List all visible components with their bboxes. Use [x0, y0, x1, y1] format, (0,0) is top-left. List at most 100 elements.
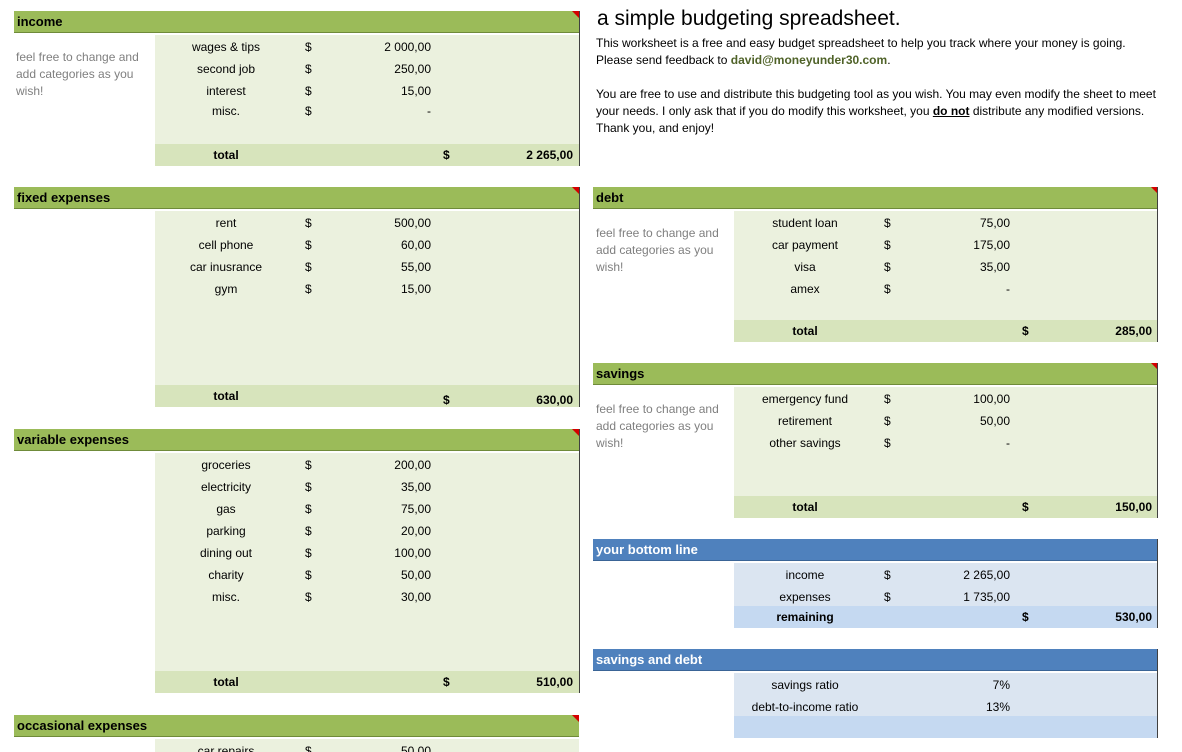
ratio-row[interactable]: savings ratio 7% [734, 674, 1158, 696]
savings-header[interactable]: savings [593, 363, 1158, 385]
variable-row[interactable]: groceries $200,00 [155, 454, 579, 476]
currency-symbol: $ [305, 546, 312, 560]
currency-symbol: $ [305, 480, 312, 494]
savings-row[interactable]: other savings $ - [734, 432, 1158, 454]
variable-row[interactable]: gas $75,00 [155, 498, 579, 520]
currency-symbol: $ [305, 40, 312, 54]
debt-total-row[interactable]: total $ 285,00 [734, 320, 1158, 342]
currency-symbol: $ [884, 392, 891, 406]
row-value: 15,00 [400, 282, 431, 296]
income-title: income [17, 14, 63, 29]
feedback-email-link[interactable]: david@moneyunder30.com [730, 53, 888, 67]
debt-row[interactable]: student loan $75,00 [734, 212, 1158, 234]
variable-row[interactable]: dining out $100,00 [155, 542, 579, 564]
debt-section: debt feel free to change and add categor… [593, 187, 1158, 342]
currency-symbol: $ [1022, 500, 1029, 514]
debt-row[interactable]: car payment $175,00 [734, 234, 1158, 256]
ratio-row[interactable]: debt-to-income ratio 13% [734, 696, 1158, 718]
variable-row[interactable]: misc. $30,00 [155, 586, 579, 608]
income-row[interactable]: second job $250,00 [155, 58, 579, 80]
row-value: 13% [985, 700, 1010, 714]
income-total-row[interactable]: total $ 2 265,00 [155, 144, 579, 166]
row-label: expenses [779, 590, 831, 604]
total-value: 150,00 [1115, 500, 1152, 514]
currency-symbol: $ [443, 675, 450, 689]
fixed-row[interactable]: cell phone $60,00 [155, 234, 579, 256]
row-label: amex [790, 282, 820, 296]
currency-symbol: $ [305, 216, 312, 230]
row-label: rent [215, 216, 237, 230]
intro-p2-end: distribute any modified versions. Thank … [596, 104, 1145, 135]
comment-marker-icon[interactable] [572, 715, 579, 722]
variable-expenses-header[interactable]: variable expenses [14, 429, 579, 451]
section-border [1157, 539, 1158, 628]
variable-expenses-total-row[interactable]: total $ 510,00 [155, 671, 579, 693]
income-row[interactable]: wages & tips $2 000,00 [155, 36, 579, 58]
occasional-expenses-section: occasional expenses car repairs $50,00 [14, 715, 579, 752]
currency-symbol: $ [443, 393, 450, 407]
comment-marker-icon[interactable] [572, 187, 579, 194]
savings-row[interactable]: emergency fund $100,00 [734, 388, 1158, 410]
fixed-row[interactable]: car inusrance $55,00 [155, 256, 579, 278]
comment-marker-icon[interactable] [572, 11, 579, 18]
currency-symbol: $ [305, 260, 312, 274]
occasional-expenses-panel: car repairs $50,00 [155, 739, 579, 752]
fixed-row[interactable]: rent $500,00 [155, 212, 579, 234]
total-value: 285,00 [1115, 324, 1152, 338]
currency-symbol: $ [884, 590, 891, 604]
fixed-row[interactable]: gym $15,00 [155, 278, 579, 300]
occasional-expenses-title: occasional expenses [17, 718, 148, 733]
remaining-label: remaining [776, 610, 834, 624]
income-header[interactable]: income [14, 11, 579, 33]
fixed-expenses-header[interactable]: fixed expenses [14, 187, 579, 209]
section-border [579, 187, 580, 407]
savings-row[interactable]: retirement $50,00 [734, 410, 1158, 432]
remaining-row[interactable]: remaining $ 530,00 [734, 606, 1158, 628]
currency-symbol: $ [305, 104, 312, 118]
ratios-footer-row[interactable] [734, 716, 1158, 738]
variable-row[interactable]: parking $20,00 [155, 520, 579, 542]
occasional-row[interactable]: car repairs $50,00 [155, 740, 579, 752]
debt-header[interactable]: debt [593, 187, 1158, 209]
row-value: 35,00 [400, 480, 431, 494]
row-value: 30,00 [400, 590, 431, 604]
debt-panel: student loan $75,00 car payment $175,00 vi… [734, 211, 1158, 320]
total-value: 2 265,00 [526, 148, 573, 162]
row-label: income [785, 568, 825, 582]
currency-symbol: $ [305, 84, 312, 98]
bottom-line-row[interactable]: income $2 265,00 [734, 564, 1158, 586]
income-row[interactable]: misc. $ - [155, 100, 579, 122]
variable-row[interactable]: charity $50,00 [155, 564, 579, 586]
bottom-line-row[interactable]: expenses $1 735,00 [734, 586, 1158, 608]
total-label: total [213, 389, 239, 403]
row-value: - [427, 104, 431, 118]
row-label: other savings [769, 436, 841, 450]
comment-marker-icon[interactable] [1151, 363, 1158, 370]
debt-row[interactable]: visa $35,00 [734, 256, 1158, 278]
row-label: interest [206, 84, 246, 98]
variable-row[interactable]: electricity $35,00 [155, 476, 579, 498]
row-label: wages & tips [191, 40, 261, 54]
row-value: - [1006, 282, 1010, 296]
income-row[interactable]: interest $15,00 [155, 80, 579, 102]
savings-total-row[interactable]: total $ 150,00 [734, 496, 1158, 518]
row-value: 100,00 [973, 392, 1010, 406]
row-value: 50,00 [979, 414, 1010, 428]
currency-symbol: $ [305, 458, 312, 472]
debt-row[interactable]: amex $ - [734, 278, 1158, 300]
intro-paragraph-2: You are free to use and distribute this … [596, 86, 1156, 137]
comment-marker-icon[interactable] [572, 429, 579, 436]
bottom-line-panel: income $2 265,00 expenses $1 735,00 [734, 563, 1158, 606]
section-border [579, 11, 580, 166]
remaining-value: 530,00 [1115, 610, 1152, 624]
savings-and-debt-header[interactable]: savings and debt [593, 649, 1158, 671]
comment-marker-icon[interactable] [1151, 187, 1158, 194]
fixed-expenses-total-row[interactable]: total $ 630,00 [155, 385, 579, 407]
total-label: total [792, 324, 818, 338]
row-value: - [1006, 436, 1010, 450]
bottom-line-section: your bottom line income $2 265,00 expense… [593, 539, 1158, 628]
row-value: 75,00 [400, 502, 431, 516]
bottom-line-header[interactable]: your bottom line [593, 539, 1158, 561]
section-border [1157, 363, 1158, 518]
occasional-expenses-header[interactable]: occasional expenses [14, 715, 579, 737]
